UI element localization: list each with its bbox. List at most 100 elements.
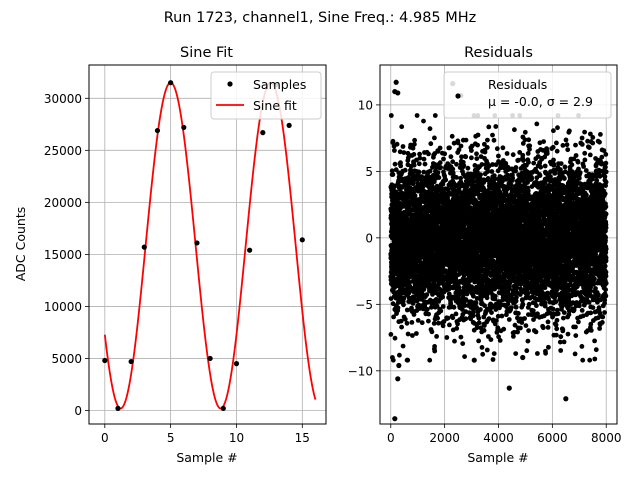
residual-point [412,141,417,147]
legend-sine-fit-label: Sine fit [253,98,297,113]
residual-point [389,168,395,174]
residual-point [440,323,446,329]
residual-point [436,175,442,181]
residual-point [485,137,490,143]
legend-samples-marker [227,81,233,87]
sine-fit-ylabel: ADC Counts [13,207,28,282]
residual-point [493,318,499,323]
residual-point [399,124,405,130]
residual-point [422,161,428,167]
residual-point [400,343,406,349]
residual-point [432,113,438,118]
sample-point [286,122,292,128]
residual-point [454,326,460,331]
residual-point [508,305,514,310]
residual-point [463,316,469,322]
residual-point [463,154,469,160]
sample-point [168,80,174,86]
residual-point [496,153,501,159]
sine-fit-ytick-label: 25000 [44,144,82,158]
residual-point [474,156,480,162]
residual-point [520,301,526,307]
sine-fit-title: Sine Fit [180,45,233,61]
residual-point [479,345,485,350]
residual-point [415,289,420,295]
residual-point [416,161,422,167]
residual-point [427,126,433,132]
residual-point [400,144,406,149]
residual-point [392,148,397,153]
residual-point [518,325,523,331]
sine-fit-ytick-label: 5000 [51,352,82,366]
residual-point [429,329,435,335]
residual-point [520,152,526,158]
residual-point [392,335,398,341]
residual-point [424,306,430,312]
sample-point [141,244,147,250]
residual-point [440,294,445,300]
sine-fit-ytick-label: 20000 [44,196,82,210]
sample-point [102,357,108,364]
residual-point [501,326,507,332]
residual-point [397,352,402,358]
sine-fit-xtick-label: 15 [295,431,310,445]
residual-point [476,320,482,326]
residual-point [391,314,396,320]
sine-fit-legend-box [210,71,322,120]
residual-point [426,151,431,157]
sine-fit-xtick-label: 0 [101,431,109,445]
residual-point [399,324,404,330]
residual-point [493,124,499,129]
sine-fit-legend: Samples Sine fit [210,71,322,120]
residual-point [395,305,401,311]
residual-point [492,293,498,299]
residual-point [390,138,396,144]
residuals-plot-area [388,79,609,422]
residual-point [417,151,422,157]
residual-point [447,322,452,328]
residual-point [476,338,481,344]
residual-point [434,334,439,339]
residual-point [484,347,490,353]
residual-point [401,150,407,156]
sine-fit-xtick-label: 10 [229,431,244,445]
residual-point [421,118,426,124]
residual-point [405,331,411,337]
residual-point [438,308,444,314]
residual-point [510,152,516,158]
sine-fit-ytick-label: 0 [74,404,82,418]
residual-point [404,320,410,326]
residual-point [454,175,459,180]
residual-point [412,193,418,199]
residual-point [426,318,431,324]
residual-point [486,124,492,130]
residual-point [458,143,464,149]
residual-point [445,315,451,321]
residual-point [410,333,415,338]
residual-point [463,137,469,143]
residual-point [443,177,449,183]
sine-fit-ytick-label: 15000 [44,248,82,262]
residual-point [513,351,519,356]
residual-point [458,334,464,340]
residual-point [394,141,400,147]
residual-point [421,156,427,162]
sample-point [207,355,213,362]
residual-point [516,311,521,316]
residual-point [494,146,500,152]
sine-fit-axes-frame [88,64,327,425]
residual-point [427,168,433,174]
residual-point [513,304,519,310]
sample-point [299,237,305,243]
residual-point [398,163,404,169]
residual-point [486,316,492,322]
residual-point [409,305,414,311]
residual-point [484,145,490,150]
residual-point [402,167,408,173]
residual-point [485,169,491,175]
sample-point [181,124,187,131]
residual-point [484,272,490,277]
